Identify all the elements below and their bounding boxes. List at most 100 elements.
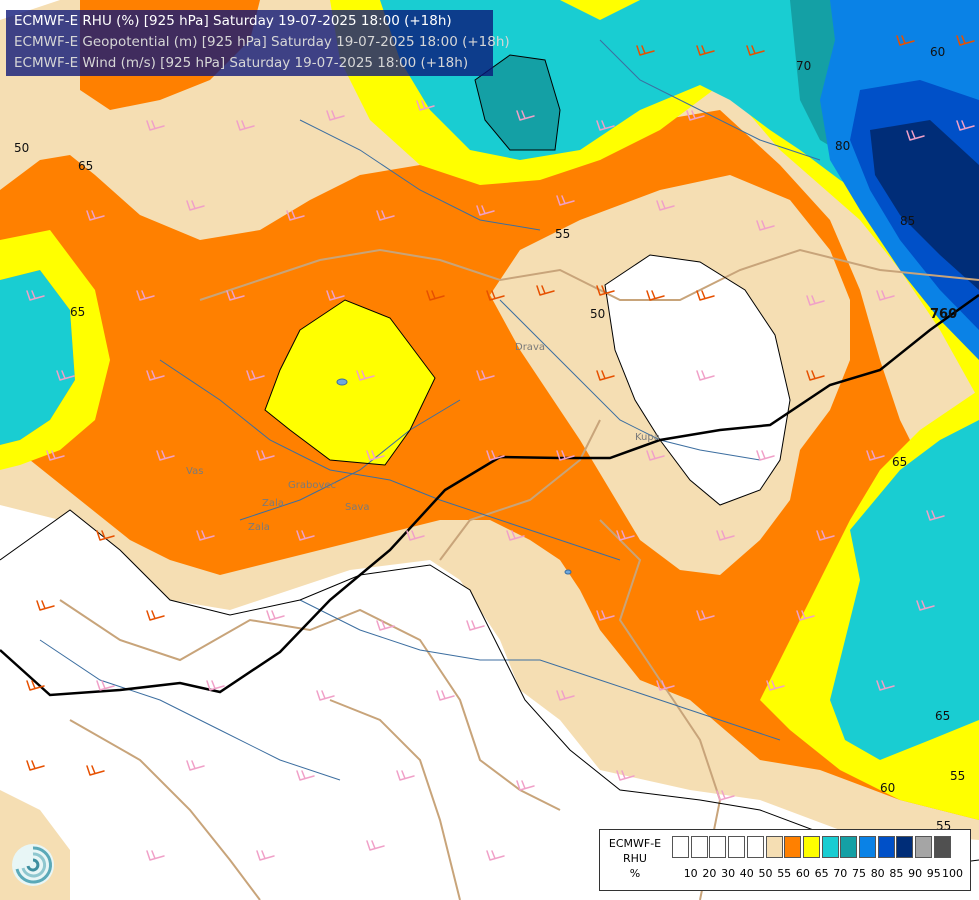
rhu-contour-label: 65 — [892, 455, 907, 469]
wind-barb — [26, 760, 45, 771]
rhu-contour-label: 65 — [70, 305, 85, 319]
wind-barb — [766, 680, 785, 691]
legend-label: 75 — [852, 867, 866, 880]
wind-barb — [36, 600, 55, 611]
river-label: Grabovec — [288, 480, 336, 491]
wind-barb — [616, 770, 635, 781]
wind-barb — [146, 120, 165, 131]
rhu-contour-label: 65 — [78, 159, 93, 173]
wind-barb — [636, 45, 655, 56]
legend-swatch — [728, 836, 746, 858]
wind-barb — [326, 110, 345, 121]
wind-barb — [756, 450, 775, 461]
legend-swatch — [821, 836, 839, 858]
wind-barb — [876, 680, 895, 691]
wind-barb — [866, 450, 885, 461]
legend-label: 30 — [721, 867, 736, 880]
river-label: Vas — [186, 466, 203, 477]
river-label: Kupa — [635, 432, 660, 443]
wind-barb — [696, 370, 715, 381]
wind-barb — [806, 295, 825, 306]
wind-barb — [656, 680, 675, 691]
legend-swatch — [896, 836, 914, 858]
wind-barb — [536, 285, 555, 296]
wind-barb — [816, 530, 835, 541]
wind-barb — [486, 290, 505, 301]
wind-barb — [596, 610, 615, 621]
legend-swatch — [915, 836, 933, 858]
wind-barb — [256, 850, 275, 861]
legend-title-variable: RHU — [623, 852, 647, 865]
wind-barb — [686, 110, 705, 121]
wind-barb — [596, 285, 615, 296]
rhu-contour-label: 80 — [835, 139, 850, 153]
wind-barb — [646, 450, 665, 461]
wind-barb — [146, 610, 165, 621]
rhu-contour-label: 55 — [555, 227, 570, 241]
rhu-contour-label: 65 — [935, 709, 950, 723]
wind-barb — [186, 200, 205, 211]
rivers — [39, 39, 821, 781]
title-wind: ECMWF-E Wind (m/s) [925 hPa] Saturday 19… — [14, 55, 469, 71]
legend-label: 20 — [702, 867, 717, 880]
title-geopotential: ECMWF-E Geopotential (m) [925 hPa] Satur… — [14, 34, 510, 50]
wind-barb — [796, 610, 815, 621]
legend-label: 55 — [777, 867, 792, 880]
wind-barb — [206, 680, 225, 691]
wind-barbs — [26, 35, 975, 861]
rhu-contour-label: 85 — [900, 214, 915, 228]
legend-label: 50 — [758, 867, 773, 880]
wind-barb — [366, 840, 385, 851]
wind-barb — [406, 530, 425, 541]
legend-label: 80 — [870, 867, 885, 880]
wind-barb — [136, 290, 155, 301]
wind-barb — [46, 450, 65, 461]
wind-barb — [756, 220, 775, 231]
legend-swatch — [840, 836, 858, 858]
wind-barb — [256, 450, 275, 461]
rhu-band-70-east — [830, 420, 979, 760]
wind-barb — [556, 195, 575, 206]
title-rhu: ECMWF-E RHU (%) [925 hPa] Saturday 19-07… — [14, 13, 452, 29]
wind-barb — [516, 110, 535, 121]
legend-swatch — [933, 836, 951, 858]
wind-barb — [926, 510, 945, 521]
river-label: Zala — [248, 522, 270, 533]
wind-barb — [426, 290, 445, 301]
legend-label: 100 — [942, 867, 963, 880]
wind-barb — [96, 530, 115, 541]
legend-label: 70 — [833, 867, 848, 880]
wind-barb — [486, 450, 505, 461]
wind-barb — [86, 765, 105, 776]
legend-swatch — [859, 836, 876, 858]
wind-barb — [466, 620, 485, 631]
wind-barb — [26, 290, 45, 301]
lake — [564, 569, 572, 575]
legend-swatch — [765, 836, 783, 858]
legend-swatch — [672, 836, 689, 858]
legend-title-unit: % — [629, 867, 641, 880]
wind-barb — [56, 370, 75, 381]
rhu-contour-label: 70 — [796, 59, 811, 73]
legend-label: 85 — [889, 867, 904, 880]
wind-barb — [26, 680, 45, 691]
wind-barb — [716, 530, 735, 541]
rhu-band-50-centre — [605, 255, 790, 505]
legend-swatch — [746, 836, 764, 858]
wind-barb — [806, 370, 825, 381]
rhu-contour-label: 60 — [880, 781, 895, 795]
wind-barb — [226, 290, 245, 301]
wind-barb — [876, 290, 895, 301]
wind-barb — [296, 530, 315, 541]
rhu-band-70-west — [0, 270, 75, 445]
wind-barb — [906, 130, 925, 141]
wind-barb — [376, 210, 395, 221]
wind-barb — [266, 610, 285, 621]
wind-barb — [616, 530, 635, 541]
wind-barb — [376, 620, 395, 631]
wind-barb — [476, 205, 495, 216]
wind-barb — [246, 370, 265, 381]
wind-barb — [146, 850, 165, 861]
wind-barb — [746, 45, 765, 56]
